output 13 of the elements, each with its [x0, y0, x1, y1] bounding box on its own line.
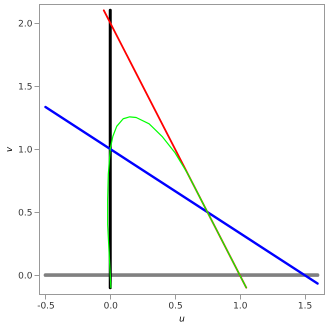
x-tick-label: 1.5 [298, 302, 312, 312]
y-axis-title: v [5, 146, 16, 152]
line-series [107, 116, 247, 288]
x-tick-label: 0.0 [104, 302, 118, 312]
x-tick-label: 1.0 [233, 302, 248, 312]
x-tick-label: 0.5 [168, 302, 183, 312]
y-tick-label: 1.0 [18, 146, 33, 156]
y-tick-label: 0.5 [18, 208, 32, 219]
x-axis-title: u [179, 314, 186, 324]
y-tick-label: 1.5 [18, 82, 32, 92]
x-tick-label: -0.5 [37, 302, 55, 312]
y-tick-label: 2.0 [18, 19, 33, 30]
y-tick-label: 0.0 [18, 272, 33, 282]
